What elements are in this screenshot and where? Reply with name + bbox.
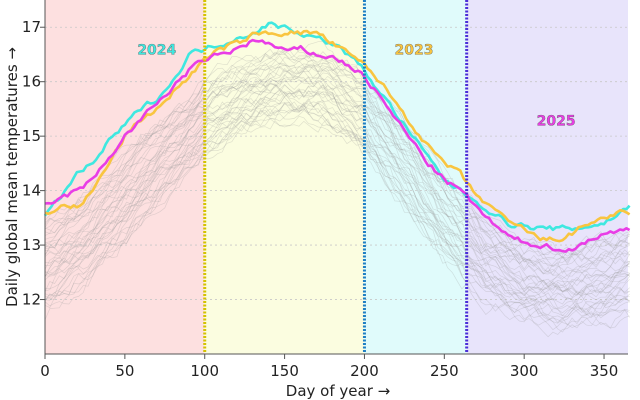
x-tick-label: 200	[350, 362, 379, 380]
historical-year-line	[44, 76, 630, 296]
historical-year-line	[44, 115, 630, 338]
historical-year-line	[44, 92, 630, 314]
historical-year-line	[44, 63, 630, 280]
series-labels: 2024 2023 2025	[137, 42, 576, 129]
historical-year-line	[44, 107, 630, 326]
x-tick-label: 50	[115, 362, 134, 380]
y-tick-label: 17	[22, 18, 41, 36]
historical-year-line	[44, 101, 630, 328]
series-label-2023: 2023	[394, 42, 433, 58]
y-tick-label: 12	[22, 291, 41, 309]
x-tick-label: 0	[40, 362, 50, 380]
y-tick-label: 15	[22, 127, 41, 145]
background-band	[45, 0, 205, 354]
historical-year-line	[44, 62, 630, 280]
historical-year-line	[44, 48, 630, 263]
historical-year-line	[44, 100, 630, 324]
x-axis-title: Day of year →	[286, 382, 390, 400]
historical-year-line	[44, 50, 630, 267]
axes: 0 50 100 150 200 250 300 350 12 13 14 15 16 17	[22, 0, 628, 380]
historical-year-line	[44, 63, 630, 274]
x-tick-label: 250	[430, 362, 459, 380]
historical-year-line	[44, 105, 630, 319]
historical-year-line	[44, 77, 630, 288]
historical-year-line	[44, 50, 630, 259]
historical-year-line	[44, 84, 630, 301]
historical-year-line	[44, 60, 630, 263]
series-lines	[43, 21, 631, 253]
historical-year-line	[45, 90, 630, 318]
historical-year-line	[44, 79, 630, 296]
historical-year-line	[44, 83, 630, 297]
x-tick-label: 300	[510, 362, 539, 380]
historical-year-line	[44, 108, 630, 333]
historical-year-line	[44, 92, 630, 305]
historical-year-line	[44, 102, 630, 319]
historical-year-line	[44, 88, 630, 299]
y-tick-label: 14	[22, 182, 41, 200]
y-tick-label: 16	[22, 73, 41, 91]
historical-year-line	[44, 74, 630, 292]
x-tick-label: 150	[270, 362, 299, 380]
historical-year-line	[44, 76, 630, 291]
historical-year-line	[44, 62, 630, 276]
x-tick-label: 350	[590, 362, 619, 380]
historical-year-lines	[44, 41, 630, 338]
y-axis-title: Daily global mean temperatures →	[3, 47, 21, 307]
historical-year-line	[44, 70, 630, 288]
historical-year-line	[44, 56, 630, 268]
historical-year-line	[44, 64, 630, 274]
series-line-2025	[44, 38, 631, 253]
historical-year-line	[44, 86, 630, 302]
y-tick-label: 13	[22, 236, 41, 254]
historical-year-line	[44, 118, 630, 331]
historical-year-line	[44, 55, 630, 266]
x-tick-label: 100	[190, 362, 219, 380]
historical-year-line	[44, 101, 630, 314]
historical-year-line	[44, 102, 630, 317]
historical-year-line	[44, 83, 630, 294]
vertical-markers	[203, 0, 469, 354]
background-band	[364, 0, 467, 354]
series-label-2024: 2024	[137, 42, 176, 58]
series-label-2025: 2025	[537, 113, 576, 129]
historical-year-line	[44, 84, 630, 303]
historical-year-line	[44, 45, 630, 260]
historical-year-line	[44, 70, 630, 292]
background-band	[466, 0, 628, 354]
historical-year-line	[44, 64, 630, 277]
